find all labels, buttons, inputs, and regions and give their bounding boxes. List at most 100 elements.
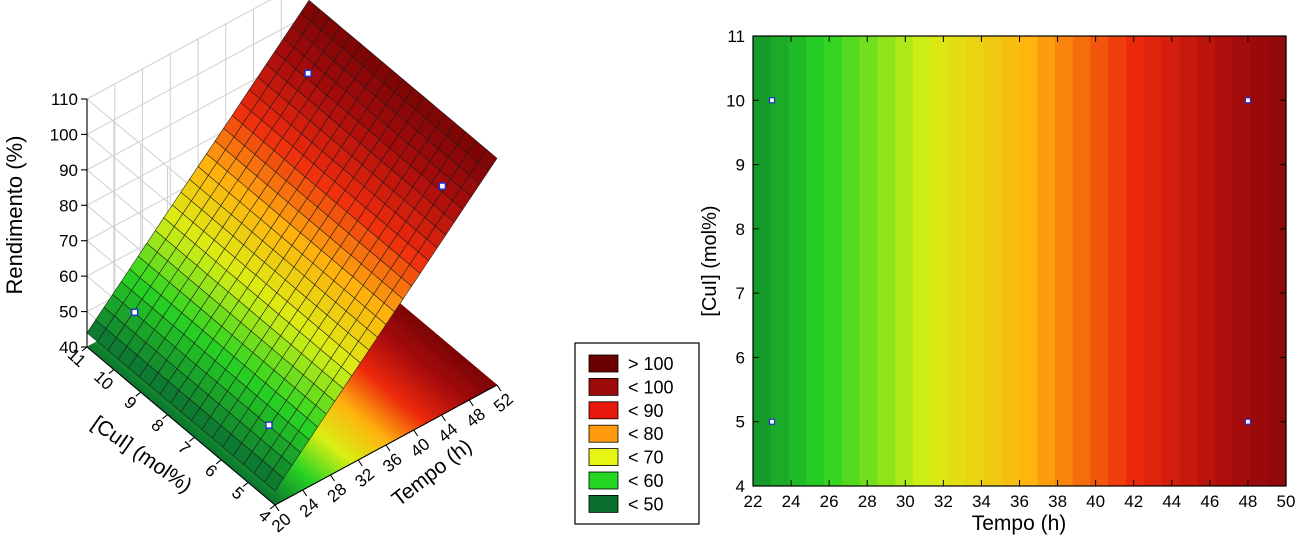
contour-band (1232, 36, 1252, 486)
y-tick-label: 8 (147, 415, 167, 435)
contour-band (1001, 36, 1021, 486)
contour-x-tick-label: 22 (744, 492, 763, 511)
contour-y-tick-label: 6 (736, 348, 745, 367)
contour-y-tick-label: 5 (736, 413, 745, 432)
z-axis-title: Rendimento (%) (2, 136, 27, 295)
contour-band (1055, 36, 1074, 486)
contour-y-tick-label: 9 (736, 156, 745, 175)
contour-band (753, 36, 772, 486)
x-axis-title: Tempo (h) (388, 435, 477, 511)
contour-band (859, 36, 878, 486)
contour-point (1244, 418, 1252, 425)
contour-y-tick-label: 10 (726, 91, 745, 110)
contour-band (1019, 36, 1038, 486)
contour-bands (753, 36, 1287, 486)
contour-x-tick-label: 44 (1162, 492, 1181, 511)
contour-x-tick-label: 32 (934, 492, 953, 511)
surface-point (304, 69, 312, 77)
contour-x-tick-label: 46 (1200, 492, 1219, 511)
contour-band (1268, 36, 1287, 486)
y-tick-label: 9 (121, 393, 141, 413)
z-tick-label: 50 (59, 303, 78, 322)
surface-point (130, 308, 139, 316)
legend-swatch (588, 448, 619, 467)
response-surface (86, 0, 498, 492)
contour-band (895, 36, 914, 486)
z-tick-label: 110 (51, 90, 78, 109)
contour-x-tick-label: 42 (1124, 492, 1143, 511)
legend-swatch (588, 471, 619, 490)
contour-x-tick-label: 28 (858, 492, 877, 511)
contour-band (912, 36, 932, 486)
surface-plot: 2024283236404448524567891011405060708090… (2, 0, 517, 536)
contour-band (1214, 36, 1234, 486)
x-tick-label: 48 (462, 404, 489, 431)
contour-x-tick-label: 34 (972, 492, 991, 511)
contour-band (841, 36, 861, 486)
y-tick-label: 10 (90, 367, 117, 394)
contour-band (1197, 36, 1216, 486)
contour-band (930, 36, 950, 486)
x-tick-label: 28 (324, 479, 351, 506)
surface-point (438, 182, 447, 190)
y-tick-label: 6 (201, 461, 221, 481)
legend-swatch (588, 354, 619, 373)
legend-label: < 70 (628, 448, 664, 468)
z-tick-label: 40 (59, 338, 78, 357)
contour-band (1072, 36, 1092, 486)
contour-band (1108, 36, 1127, 486)
surface-point (265, 421, 273, 429)
y-tick-label: 7 (174, 438, 194, 458)
contour-band (1090, 36, 1109, 486)
legend-swatch (588, 401, 619, 420)
contour-point (768, 97, 776, 104)
legend-swatch (588, 424, 619, 443)
contour-y-tick-label: 4 (736, 477, 745, 496)
legend-label: < 60 (628, 471, 664, 491)
legend-swatch (588, 494, 619, 513)
contour-band (966, 36, 985, 486)
contour-band (788, 36, 807, 486)
contour-y-axis-title: [CuI] (mol%) (699, 205, 721, 316)
contour-band (1179, 36, 1198, 486)
legend: > 100 < 100 < 90 < 80 < 70 < 60 < 50 (574, 342, 700, 525)
contour-y-tick-label: 11 (727, 27, 745, 46)
contour-point (1244, 97, 1252, 104)
z-tick-label: 100 (50, 125, 78, 144)
y-tick-label: 5 (228, 483, 248, 503)
contour-x-tick-label: 36 (1010, 492, 1029, 511)
x-tick-label: 52 (490, 389, 517, 416)
contour-x-axis-title: Tempo (h) (972, 512, 1067, 535)
contour-band (770, 36, 790, 486)
contour-band (948, 36, 967, 486)
contour-points (768, 97, 1252, 425)
contour-x-tick-label: 24 (782, 492, 801, 511)
contour-ticks: 22 24 26 28 30 32 34 36 38 40 42 44 46 48 50 4 5 6 7 8 9 10 11 (726, 27, 1295, 511)
x-tick-label: 40 (407, 434, 434, 461)
contour-x-tick-label: 50 (1277, 492, 1296, 511)
surface-points (130, 69, 447, 429)
contour-band (1250, 36, 1269, 486)
contour-x-tick-label: 26 (820, 492, 839, 511)
contour-band (824, 36, 843, 486)
x-tick-label: 32 (351, 464, 378, 491)
contour-x-tick-label: 40 (1086, 492, 1105, 511)
legend-label: < 80 (628, 424, 664, 444)
contour-band (806, 36, 825, 486)
legend-label: < 50 (628, 494, 664, 514)
x-tick-label: 36 (379, 449, 406, 476)
contour-y-tick-label: 8 (736, 220, 745, 239)
contour-band (1126, 36, 1145, 486)
z-tick-label: 90 (59, 161, 78, 180)
legend-label: < 90 (628, 401, 664, 421)
contour-band (877, 36, 896, 486)
legend-swatch (588, 377, 619, 396)
contour-point (768, 418, 776, 425)
contour-band (1037, 36, 1056, 486)
contour-x-tick-label: 48 (1238, 492, 1257, 511)
contour-band (1161, 36, 1180, 486)
z-tick-label: 80 (59, 196, 78, 215)
contour-band (1143, 36, 1163, 486)
z-tick-label: 60 (59, 267, 78, 286)
